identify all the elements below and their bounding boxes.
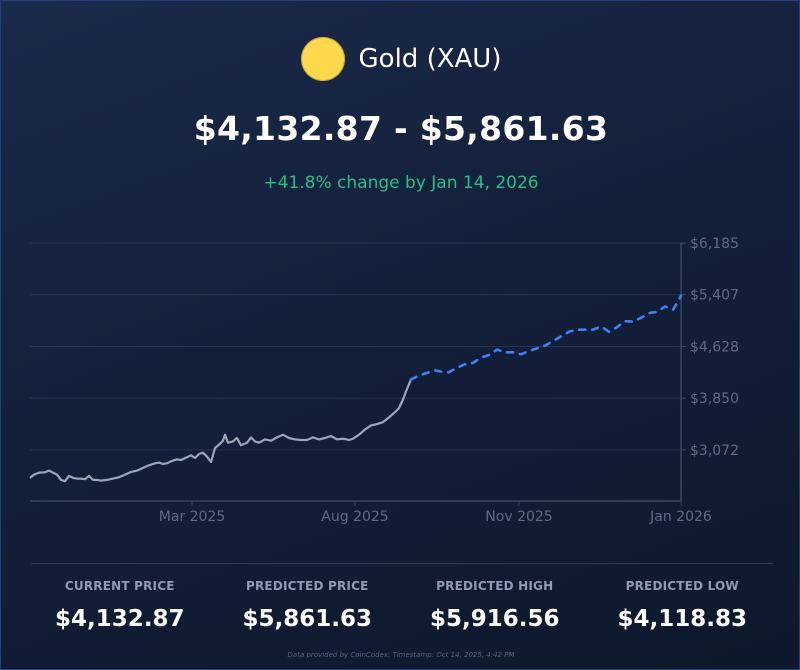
stat-value: $5,861.63: [242, 606, 373, 632]
y-axis-labels: $6,185 $5,407 $4,628 $3,850 $3,072: [690, 236, 739, 459]
asset-title: Gold (XAU): [358, 44, 502, 74]
stats-row: CURRENT PRICE $4,132.87 PREDICTED PRICE …: [26, 579, 776, 632]
stat-predicted-high: PREDICTED HIGH $5,916.56: [401, 579, 589, 632]
divider: [31, 563, 773, 564]
svg-text:Mar 2025: Mar 2025: [159, 509, 226, 525]
stat-predicted-low: PREDICTED LOW $4,118.83: [589, 579, 777, 632]
svg-text:Jan 2026: Jan 2026: [649, 509, 712, 525]
price-range: $4,132.87 - $5,861.63: [193, 109, 609, 148]
stat-label: PREDICTED PRICE: [246, 579, 369, 593]
svg-text:$3,072: $3,072: [690, 443, 739, 459]
chart-axes: [30, 243, 682, 506]
historical-price-line: [29, 378, 413, 483]
chart-grid: [30, 242, 686, 451]
gold-coin-icon: [300, 37, 345, 81]
title-row: Gold (XAU): [300, 37, 502, 81]
header: Gold (XAU): [1, 37, 800, 85]
stat-label: PREDICTED LOW: [625, 579, 739, 593]
predicted-price-line: [409, 294, 683, 381]
stat-current-price: CURRENT PRICE $4,132.87: [26, 579, 214, 632]
price-chart: $6,185 $5,407 $4,628 $3,850 $3,072 Mar 2025 A…: [29, 236, 739, 525]
svg-text:Aug 2025: Aug 2025: [321, 509, 388, 525]
svg-text:$3,850: $3,850: [690, 391, 739, 407]
stat-label: CURRENT PRICE: [64, 579, 175, 593]
svg-text:Nov 2025: Nov 2025: [485, 509, 552, 525]
footer-attribution: Data provided by CoinCodex. Timestamp: O…: [287, 651, 515, 659]
svg-text:$6,185: $6,185: [690, 236, 739, 252]
stat-value: $4,132.87: [55, 606, 185, 632]
stat-predicted-price: PREDICTED PRICE $5,861.63: [214, 579, 402, 632]
svg-text:$5,407: $5,407: [690, 288, 739, 304]
stat-label: PREDICTED HIGH: [436, 579, 554, 593]
stat-value: $5,916.56: [430, 606, 560, 632]
x-axis-labels: Mar 2025 Aug 2025 Nov 2025 Jan 2026: [159, 509, 712, 525]
stat-value: $4,118.83: [617, 606, 748, 632]
svg-text:$4,628: $4,628: [690, 339, 739, 355]
change-text: +41.8% change by Jan 14, 2026: [263, 173, 539, 193]
